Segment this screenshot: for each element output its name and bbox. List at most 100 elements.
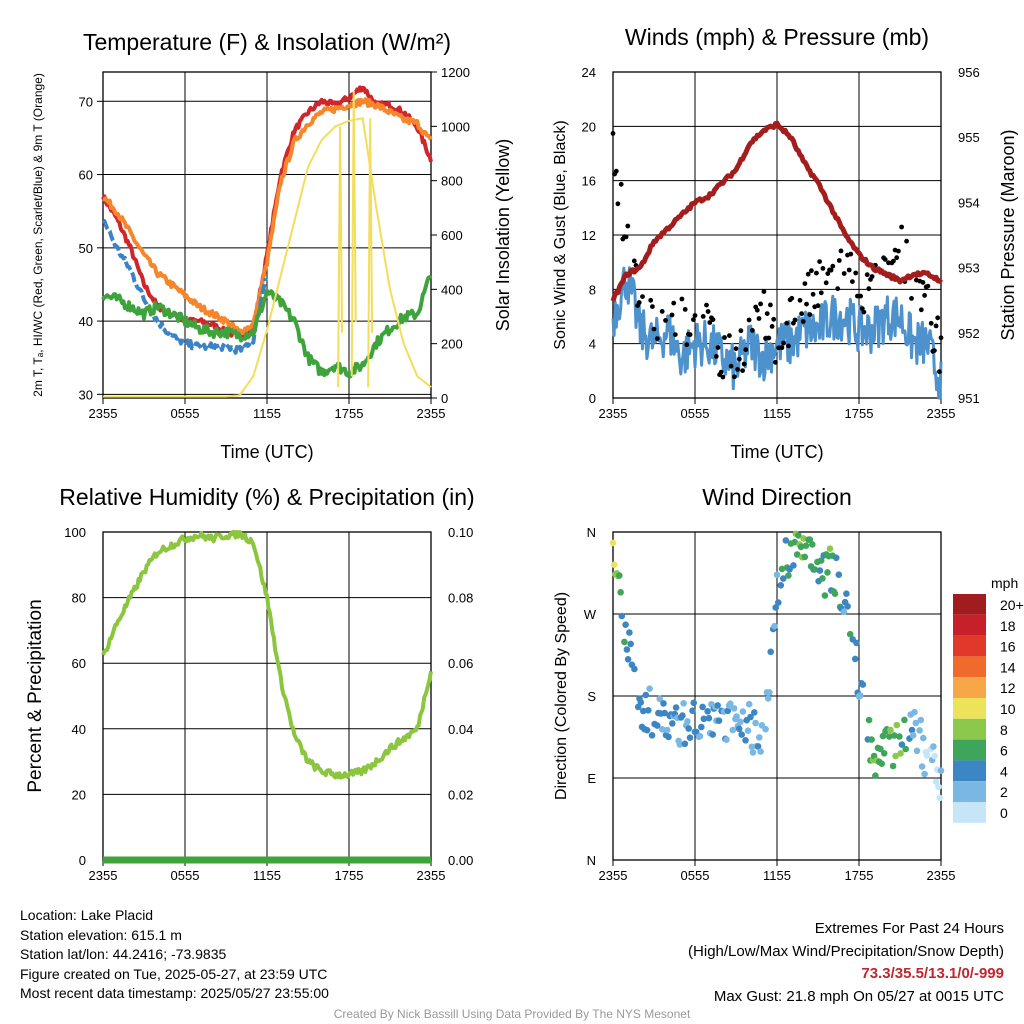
direction-point — [857, 692, 864, 699]
gust-point — [618, 181, 624, 187]
y-tick-label: 12 — [582, 228, 596, 243]
credit-text: Created By Nick Bassill Using Data Provi… — [333, 1007, 691, 1021]
gust-point — [850, 279, 855, 284]
direction-point — [653, 722, 661, 729]
gust-point — [836, 258, 842, 263]
direction-point — [727, 700, 734, 707]
direction-point — [696, 732, 704, 740]
direction-point — [621, 638, 628, 646]
legend-swatch — [953, 760, 986, 782]
gust-point — [792, 317, 798, 323]
direction-point — [611, 561, 618, 568]
direction-point — [889, 762, 897, 770]
x-tick-label: 2355 — [599, 406, 628, 421]
direction-point — [826, 545, 834, 552]
legend-title: mph — [991, 575, 1018, 591]
x-tick-label: 1755 — [845, 406, 874, 421]
legend-swatch — [953, 698, 986, 719]
direction-point — [690, 699, 697, 707]
gust-point — [736, 356, 742, 362]
gust-point — [773, 359, 778, 365]
gust-point — [761, 289, 767, 294]
gust-point — [769, 324, 775, 329]
gust-point — [853, 270, 859, 276]
gust-point — [738, 328, 744, 334]
gust-point — [728, 363, 734, 369]
y-tick-label: E — [587, 771, 596, 786]
direction-point — [751, 709, 758, 716]
direction-point — [819, 575, 826, 582]
gust-point — [691, 317, 696, 322]
gust-point — [710, 317, 716, 322]
direction-point — [733, 713, 740, 720]
extremes-heading: Extremes For Past 24 Hours — [814, 920, 1004, 937]
gust-point — [825, 271, 831, 276]
direction-point — [891, 732, 898, 739]
direction-point — [656, 695, 663, 703]
direction-point — [665, 733, 672, 741]
direction-point — [626, 629, 633, 636]
direction-point — [730, 705, 738, 712]
x-tick-label: 2355 — [89, 868, 118, 883]
direction-point — [658, 726, 666, 733]
direction-point — [735, 725, 743, 733]
y2-tick-label: 0.02 — [448, 787, 473, 802]
y-tick-label: N — [587, 525, 596, 540]
gust-point — [705, 309, 711, 314]
y-tick-label: 4 — [589, 337, 596, 352]
gust-point — [654, 336, 660, 341]
gust-point — [804, 301, 809, 307]
direction-point — [917, 716, 925, 724]
gust-point — [722, 335, 727, 340]
y-tick-label: 30 — [79, 387, 93, 402]
legend-swatch — [953, 635, 986, 657]
direction-point — [909, 732, 917, 739]
legend-label: 4 — [1000, 763, 1008, 779]
y2-tick-label: 1200 — [441, 65, 470, 80]
gust-point — [786, 343, 791, 349]
gust-point — [933, 323, 939, 329]
gust-point — [882, 257, 888, 262]
x-tick-label: 2355 — [417, 406, 446, 421]
x-tick-label: 1155 — [763, 868, 791, 883]
y2-tick-label: 600 — [441, 228, 463, 243]
y2-tick-label: 800 — [441, 174, 463, 189]
direction-point — [809, 541, 816, 548]
direction-point — [622, 621, 629, 628]
gust-point — [938, 335, 944, 341]
location-text: Location: Lake Placid — [20, 907, 154, 923]
y-tick-label: N — [587, 853, 596, 868]
gust-point — [935, 315, 941, 321]
direction-point — [821, 592, 829, 599]
direction-point — [709, 731, 716, 738]
gust-point — [631, 258, 637, 264]
y-tick-label: S — [587, 689, 596, 704]
gust-point — [679, 296, 685, 302]
direction-point — [680, 700, 687, 707]
direction-point — [835, 571, 843, 578]
gust-point — [800, 319, 806, 324]
winds-panel: 2355 0555 1155 1755 235504812162024951952953… — [552, 24, 1018, 462]
y2-tick-label: 0.00 — [448, 853, 473, 868]
direction-point — [748, 743, 756, 751]
gust-point — [848, 251, 854, 257]
direction-point — [757, 748, 764, 755]
direction-point — [729, 726, 737, 734]
direction-point — [617, 589, 624, 596]
gust-point — [909, 296, 914, 301]
legend-label: 16 — [1000, 639, 1016, 655]
legend-swatch — [953, 802, 986, 823]
direction-point — [795, 532, 802, 539]
x-tick-label: 0555 — [681, 406, 710, 421]
temperature-series-line — [103, 117, 432, 398]
recent-data-text: Most recent data timestamp: 2025/05/27 2… — [20, 985, 329, 1001]
direction-point — [932, 778, 940, 785]
gust-point — [835, 286, 841, 292]
y2-tick-label: 0.06 — [448, 656, 473, 671]
legend-swatch — [953, 781, 986, 802]
legend-label: 10 — [1000, 701, 1016, 717]
y-tick-label: 60 — [72, 656, 86, 671]
legend-label: 18 — [1000, 618, 1016, 634]
direction-point — [916, 727, 923, 734]
